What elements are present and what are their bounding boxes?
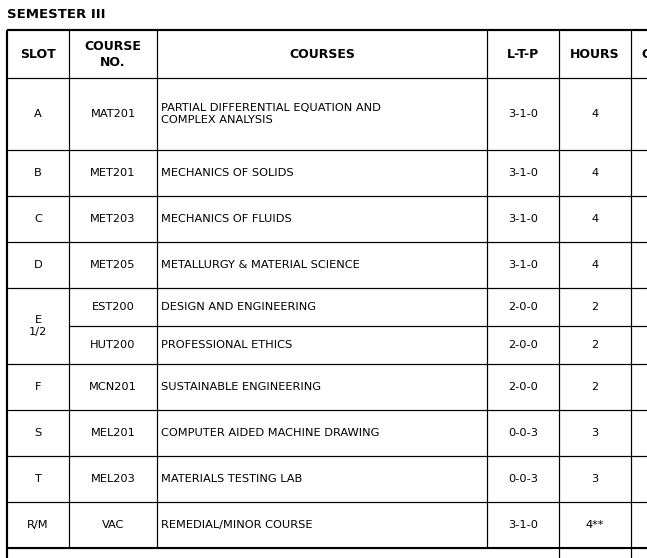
Text: SEMESTER III: SEMESTER III bbox=[7, 8, 105, 21]
Text: D: D bbox=[34, 260, 42, 270]
Text: MET201: MET201 bbox=[90, 168, 136, 178]
Text: METALLURGY & MATERIAL SCIENCE: METALLURGY & MATERIAL SCIENCE bbox=[161, 260, 360, 270]
Text: MET205: MET205 bbox=[90, 260, 136, 270]
Text: 2-0-0: 2-0-0 bbox=[508, 340, 538, 350]
Text: 0-0-3: 0-0-3 bbox=[508, 428, 538, 438]
Text: L-T-P: L-T-P bbox=[507, 47, 539, 60]
Text: 4: 4 bbox=[591, 168, 598, 178]
Text: 2-0-0: 2-0-0 bbox=[508, 302, 538, 312]
Text: COMPUTER AIDED MACHINE DRAWING: COMPUTER AIDED MACHINE DRAWING bbox=[161, 428, 379, 438]
Text: E
1/2: E 1/2 bbox=[29, 315, 47, 337]
Text: 2-0-0: 2-0-0 bbox=[508, 382, 538, 392]
Text: REMEDIAL/MINOR COURSE: REMEDIAL/MINOR COURSE bbox=[161, 520, 313, 530]
Text: 3-1-0: 3-1-0 bbox=[508, 260, 538, 270]
Text: C: C bbox=[34, 214, 42, 224]
Text: F: F bbox=[35, 382, 41, 392]
Text: MECHANICS OF SOLIDS: MECHANICS OF SOLIDS bbox=[161, 168, 294, 178]
Text: MECHANICS OF FLUIDS: MECHANICS OF FLUIDS bbox=[161, 214, 292, 224]
Text: 3-1-0: 3-1-0 bbox=[508, 214, 538, 224]
Text: MEL203: MEL203 bbox=[91, 474, 135, 484]
Text: EST200: EST200 bbox=[92, 302, 135, 312]
Text: DESIGN AND ENGINEERING: DESIGN AND ENGINEERING bbox=[161, 302, 316, 312]
Text: MATERIALS TESTING LAB: MATERIALS TESTING LAB bbox=[161, 474, 302, 484]
Text: COURSE
NO.: COURSE NO. bbox=[85, 40, 142, 69]
Text: MCN201: MCN201 bbox=[89, 382, 137, 392]
Text: 3-1-0: 3-1-0 bbox=[508, 109, 538, 119]
Text: HUT200: HUT200 bbox=[90, 340, 136, 350]
Text: SLOT: SLOT bbox=[20, 47, 56, 60]
Text: SUSTAINABLE ENGINEERING: SUSTAINABLE ENGINEERING bbox=[161, 382, 321, 392]
Text: 0-0-3: 0-0-3 bbox=[508, 474, 538, 484]
Text: MET203: MET203 bbox=[90, 214, 136, 224]
Text: MEL201: MEL201 bbox=[91, 428, 135, 438]
Text: 4: 4 bbox=[591, 214, 598, 224]
Text: MAT201: MAT201 bbox=[91, 109, 136, 119]
Text: 3: 3 bbox=[591, 474, 598, 484]
Text: S: S bbox=[34, 428, 41, 438]
Text: 3-1-0: 3-1-0 bbox=[508, 168, 538, 178]
Text: 2: 2 bbox=[591, 382, 598, 392]
Text: 4**: 4** bbox=[586, 520, 604, 530]
Text: 3-1-0: 3-1-0 bbox=[508, 520, 538, 530]
Text: PROFESSIONAL ETHICS: PROFESSIONAL ETHICS bbox=[161, 340, 292, 350]
Text: R/M: R/M bbox=[27, 520, 49, 530]
Text: 3: 3 bbox=[591, 428, 598, 438]
Text: 2: 2 bbox=[591, 302, 598, 312]
Text: VAC: VAC bbox=[102, 520, 124, 530]
Text: COURSES: COURSES bbox=[289, 47, 355, 60]
Text: 4: 4 bbox=[591, 109, 598, 119]
Text: 4: 4 bbox=[591, 260, 598, 270]
Text: 2: 2 bbox=[591, 340, 598, 350]
Text: T: T bbox=[34, 474, 41, 484]
Text: A: A bbox=[34, 109, 42, 119]
Text: B: B bbox=[34, 168, 42, 178]
Text: HOURS: HOURS bbox=[570, 47, 620, 60]
Text: PARTIAL DIFFERENTIAL EQUATION AND
COMPLEX ANALYSIS: PARTIAL DIFFERENTIAL EQUATION AND COMPLE… bbox=[161, 103, 381, 125]
Text: CREDIT: CREDIT bbox=[642, 47, 647, 60]
